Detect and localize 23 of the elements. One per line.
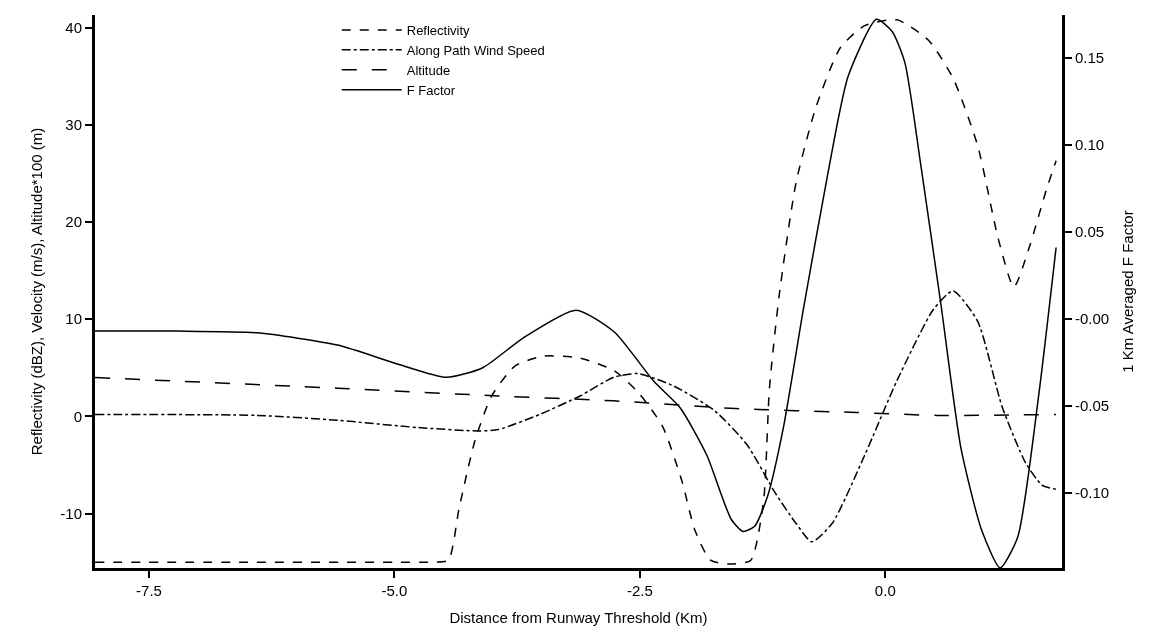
legend-label: F Factor <box>406 82 456 98</box>
y-tick-label: 10 <box>65 310 82 328</box>
y2-tick-label: 0.05 <box>1075 223 1105 241</box>
legend-label: Altitude <box>406 62 451 78</box>
y2-tick-label: -0.10 <box>1075 484 1110 502</box>
x-tick-label: -7.5 <box>136 582 162 599</box>
y-tick-label: 30 <box>65 116 82 134</box>
x-tick-label: -5.0 <box>381 582 408 599</box>
x-axis-title: Distance from Runway Threshold (Km) <box>449 609 708 626</box>
x-tick-label: 0.0 <box>874 582 896 599</box>
y-tick-label: 40 <box>65 18 82 36</box>
y2-tick-label: 0.15 <box>1075 48 1105 66</box>
y2-tick-label: -0.00 <box>1075 310 1110 328</box>
y-tick-label: 20 <box>65 213 82 231</box>
y-tick-label: -10 <box>60 504 82 522</box>
y-axis-title: Reflectivity (dBZ), Velocity (m/s), Altitude*100 (m) <box>27 127 45 456</box>
x-tick-label: -2.5 <box>626 582 653 599</box>
legend-label: Along Path Wind Speed <box>406 42 545 58</box>
y-tick-label: 0 <box>73 407 82 425</box>
y2-axis-title: 1 Km Averaged F Factor <box>1119 210 1137 373</box>
y2-tick-label: 0.10 <box>1075 136 1105 154</box>
y2-tick-label: -0.05 <box>1075 397 1110 415</box>
legend-label: Reflectivity <box>406 23 471 39</box>
